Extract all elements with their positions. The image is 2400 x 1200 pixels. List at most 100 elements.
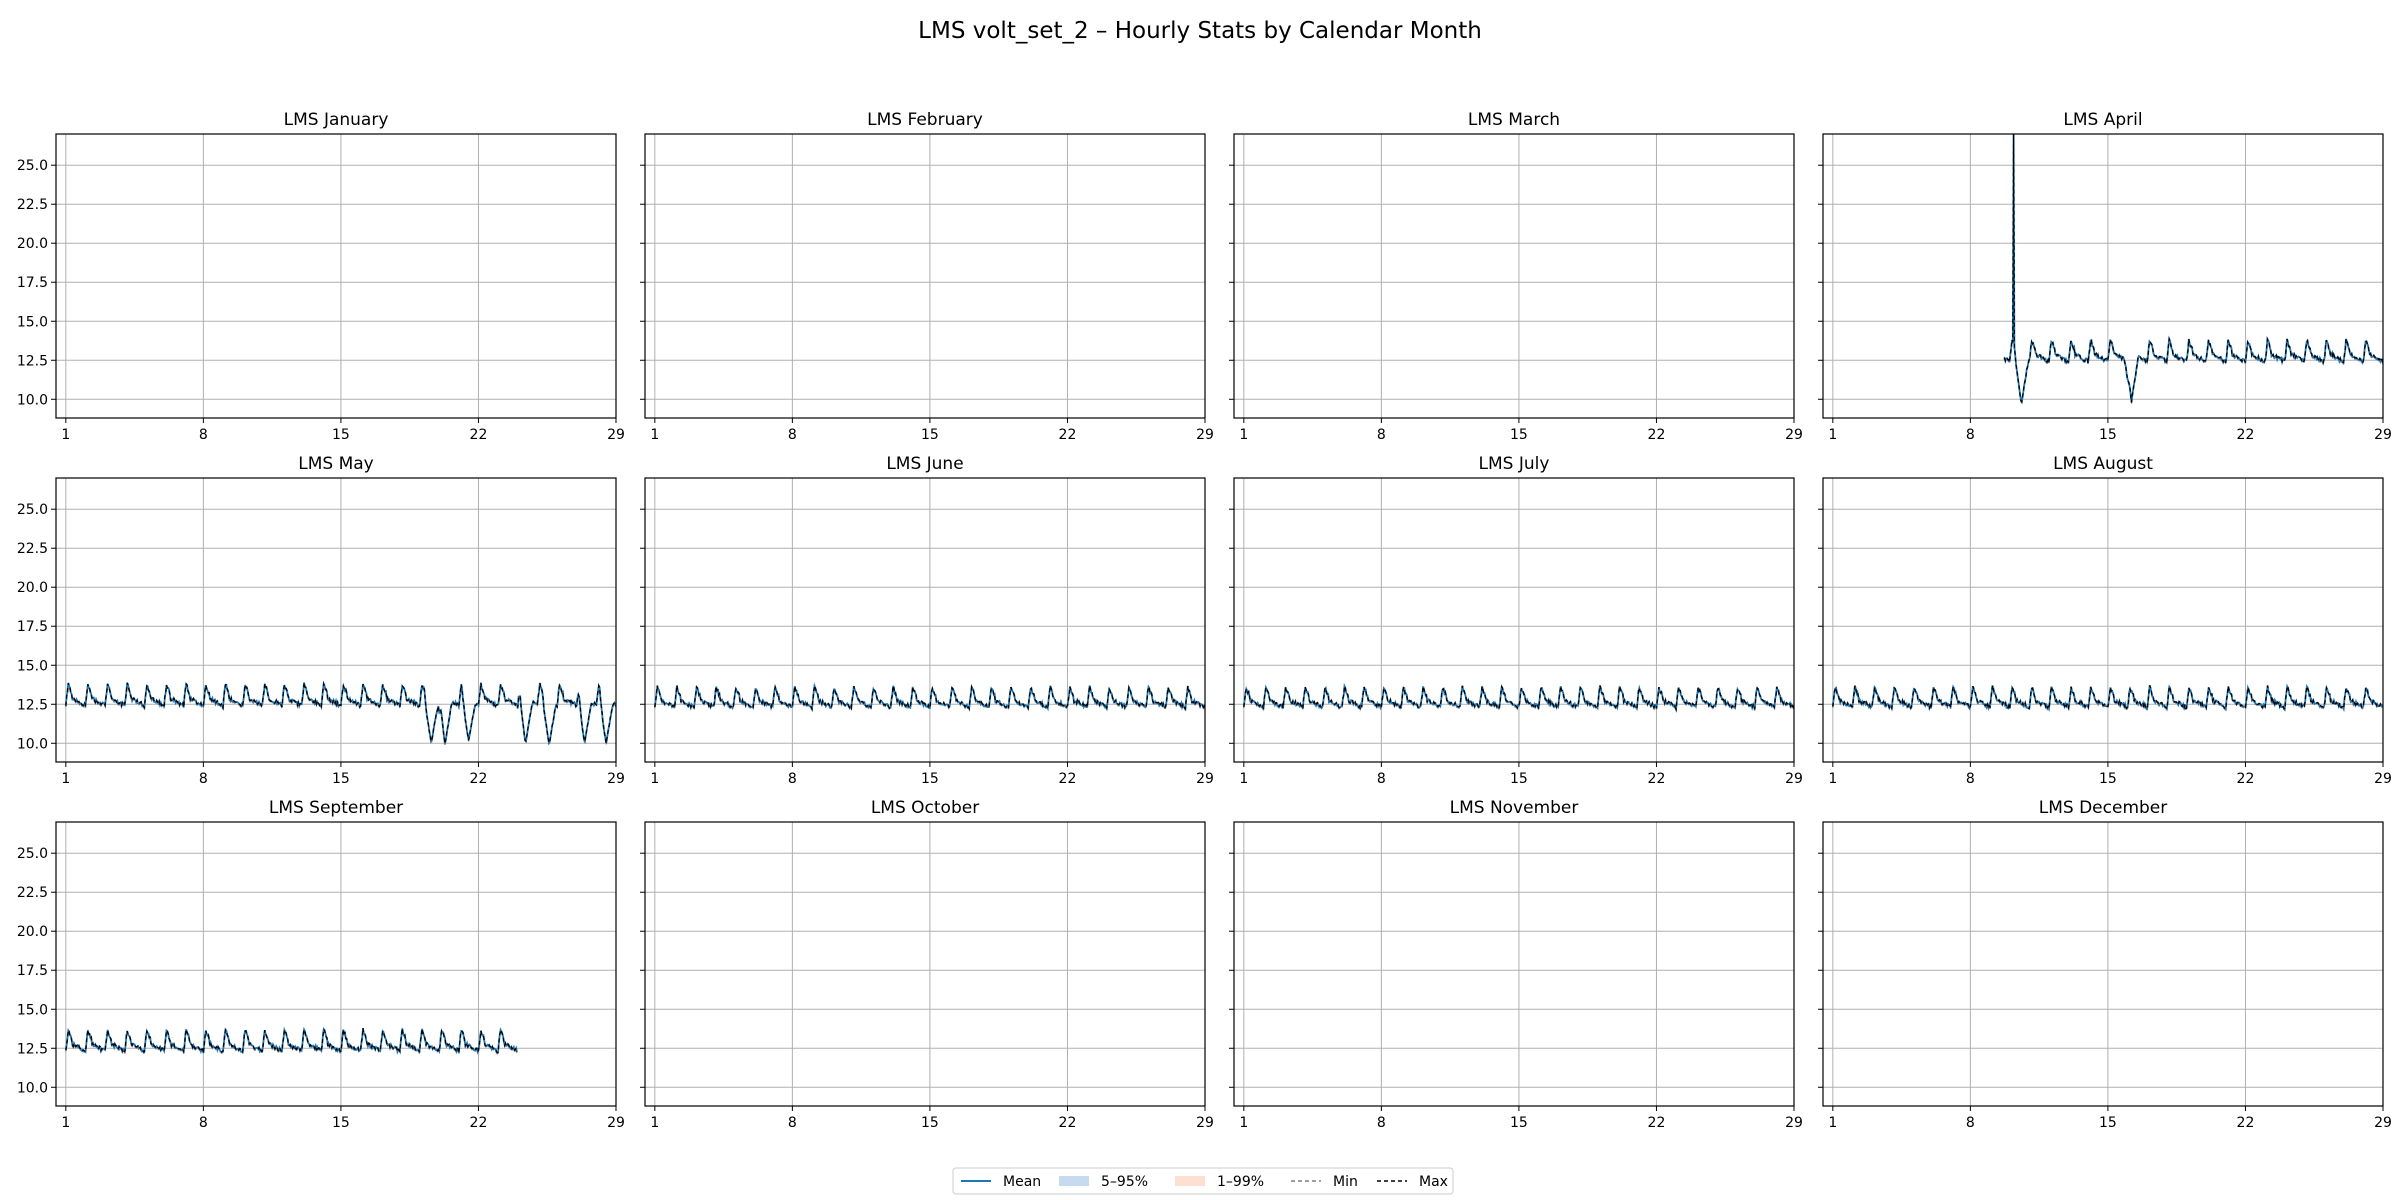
axes-frame (1233, 133, 1795, 419)
x-tick-label: 8 (1377, 771, 1386, 787)
x-tick-label: 15 (1510, 427, 1528, 443)
x-tick-label: 15 (2099, 427, 2117, 443)
legend-label: Min (1333, 1174, 1358, 1190)
x-tick-label: 15 (332, 771, 350, 787)
x-tick-label: 22 (1059, 1115, 1077, 1131)
axes-frame (55, 133, 617, 419)
subplot-lms-november: LMS November 1 8 15 22 29 (1229, 798, 1803, 1131)
mean-series-line (653, 682, 1205, 713)
subplot-lms-april: LMS April 1 8 15 22 29 (1818, 110, 2392, 443)
axes-frame (1233, 821, 1795, 1107)
subplot-lms-september: LMS September 1 8 15 22 29 10.0 12.5 15.0 17.5 20.… (17, 798, 625, 1131)
x-tick-label: 8 (788, 427, 797, 443)
x-tick-label: 15 (332, 427, 350, 443)
legend-label: 5–95% (1101, 1174, 1148, 1190)
x-tick-label: 22 (1059, 427, 1077, 443)
y-tick-label: 25.0 (17, 158, 48, 174)
mean-series-line (64, 680, 616, 745)
y-tick-label: 12.5 (17, 1041, 48, 1057)
max-series-line (654, 683, 1205, 712)
x-tick-label: 1 (61, 427, 70, 443)
y-tick-label: 20.0 (17, 236, 48, 252)
y-tick-label: 20.0 (17, 580, 48, 596)
legend-label: Mean (1003, 1174, 1041, 1190)
subplot-title: LMS April (2063, 110, 2142, 130)
x-tick-label: 1 (1239, 1115, 1248, 1131)
y-tick-label: 17.5 (17, 619, 48, 635)
y-tick-label: 22.5 (17, 885, 48, 901)
legend-swatch (1059, 1176, 1089, 1186)
x-tick-label: 22 (470, 1115, 488, 1131)
x-tick-label: 8 (1377, 1115, 1386, 1131)
y-tick-label: 15.0 (17, 658, 48, 674)
y-tick-label: 25.0 (17, 502, 48, 518)
y-tick-label: 12.5 (17, 353, 48, 369)
x-tick-label: 8 (1966, 427, 1975, 443)
axes-frame (1822, 133, 2384, 419)
x-tick-label: 1 (650, 771, 659, 787)
x-tick-label: 1 (61, 771, 70, 787)
subplot-title: LMS March (1468, 110, 1560, 130)
x-tick-label: 22 (2237, 771, 2255, 787)
x-tick-label: 15 (332, 1115, 350, 1131)
x-tick-label: 22 (470, 427, 488, 443)
axes-frame (1822, 477, 2384, 763)
x-tick-label: 8 (199, 1115, 208, 1131)
x-tick-label: 8 (788, 1115, 797, 1131)
y-tick-label: 12.5 (17, 697, 48, 713)
x-tick-label: 29 (2374, 771, 2392, 787)
legend-entry-595: 5–95% (1059, 1174, 1148, 1190)
x-tick-label: 29 (1785, 1115, 1803, 1131)
subplot-grid: LMS January 1 8 15 22 29 10.0 12.5 15.0 17.5 20.0 2… (17, 110, 2392, 1131)
subplot-title: LMS January (284, 110, 389, 130)
x-tick-label: 22 (2237, 1115, 2255, 1131)
x-tick-label: 15 (1510, 1115, 1528, 1131)
x-tick-label: 15 (921, 427, 939, 443)
subplot-title: LMS October (871, 798, 979, 818)
x-tick-label: 1 (61, 1115, 70, 1131)
x-tick-label: 29 (607, 1115, 625, 1131)
x-tick-label: 15 (1510, 771, 1528, 787)
subplot-title: LMS May (298, 454, 373, 474)
y-tick-label: 17.5 (17, 963, 48, 979)
max-series-line (1243, 683, 1794, 712)
axes-frame (1822, 821, 2384, 1107)
subplot-lms-july: LMS July 1 8 15 22 29 (1229, 454, 1803, 787)
x-tick-label: 15 (921, 771, 939, 787)
subplot-title: LMS September (269, 798, 403, 818)
x-tick-label: 29 (1196, 771, 1214, 787)
subplot-lms-february: LMS February 1 8 15 22 29 (640, 110, 1214, 443)
subplot-title: LMS July (1479, 454, 1550, 474)
legend-label: Max (1419, 1174, 1448, 1190)
subplot-lms-august: LMS August 1 8 15 22 29 (1818, 454, 2392, 787)
legend-entry-mean: Mean (961, 1174, 1041, 1190)
y-tick-label: 10.0 (17, 392, 48, 408)
legend-entry-max: Max (1377, 1174, 1448, 1190)
x-tick-label: 15 (2099, 771, 2117, 787)
max-series-line (65, 1027, 518, 1055)
x-tick-label: 22 (1648, 771, 1666, 787)
x-tick-label: 15 (921, 1115, 939, 1131)
legend-entry-min: Min (1291, 1174, 1358, 1190)
x-tick-label: 8 (1966, 1115, 1975, 1131)
x-tick-label: 29 (1196, 1115, 1214, 1131)
x-tick-label: 29 (1785, 427, 1803, 443)
y-tick-label: 25.0 (17, 846, 48, 862)
legend-swatch (1175, 1176, 1205, 1186)
max-series-line (65, 681, 616, 745)
figure-title: LMS volt_set_2 – Hourly Stats by Calenda… (918, 18, 1482, 44)
subplot-lms-march: LMS March 1 8 15 22 29 (1229, 110, 1803, 443)
x-tick-label: 22 (2237, 427, 2255, 443)
x-tick-label: 29 (607, 771, 625, 787)
y-tick-label: 22.5 (17, 197, 48, 213)
y-tick-label: 15.0 (17, 314, 48, 330)
x-tick-label: 22 (470, 771, 488, 787)
x-tick-label: 1 (1828, 427, 1837, 443)
x-tick-label: 1 (1239, 427, 1248, 443)
axes-frame (644, 477, 1206, 763)
axes-frame (644, 133, 1206, 419)
subplot-title: LMS August (2053, 454, 2153, 474)
y-tick-label: 22.5 (17, 541, 48, 557)
legend: Mean 5–95% 1–99% Min Max (952, 1167, 1454, 1195)
x-tick-label: 1 (1828, 771, 1837, 787)
